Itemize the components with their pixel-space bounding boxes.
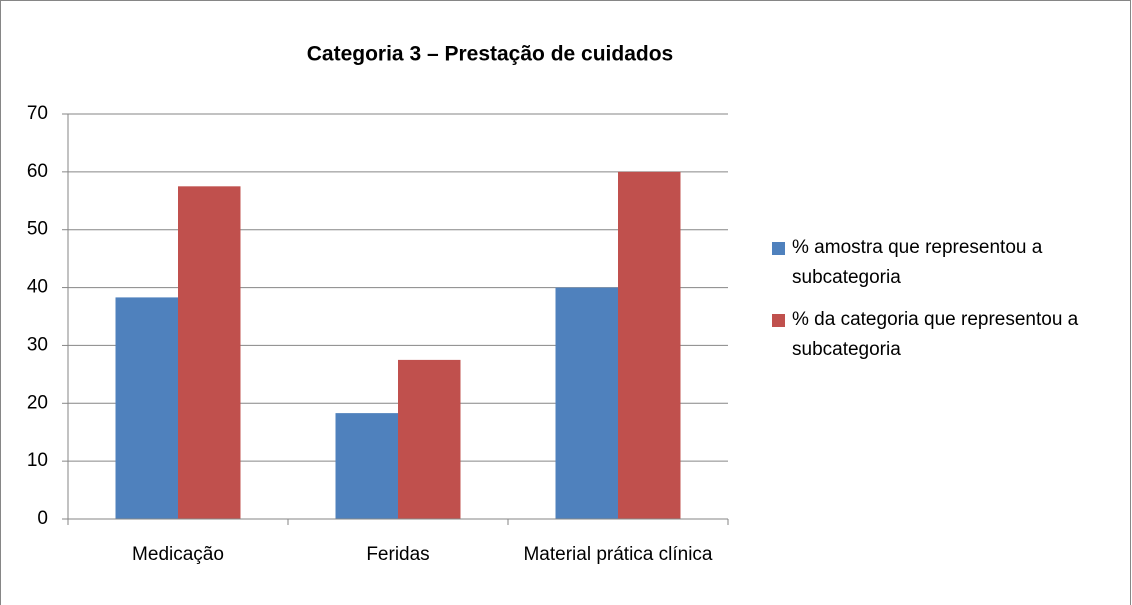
y-tick-label: 30: [27, 334, 48, 355]
y-tick-label: 40: [27, 277, 48, 298]
bar: [178, 186, 241, 520]
y-tick-label: 0: [37, 508, 48, 529]
x-tick-label: Medicação: [132, 544, 224, 565]
bar: [618, 171, 681, 519]
legend-swatch: [772, 242, 785, 255]
x-tick-label: Feridas: [366, 544, 430, 565]
x-tick-label: Material prática clínica: [523, 544, 713, 565]
legend-swatch: [772, 314, 785, 327]
bar: [398, 359, 461, 519]
y-tick-label: 50: [27, 219, 48, 240]
bar: [115, 297, 178, 519]
y-tick-label: 20: [27, 392, 48, 413]
bar: [335, 413, 398, 519]
y-tick-label: 10: [27, 450, 48, 471]
chart-title: Categoria 3 – Prestação de cuidados: [307, 43, 673, 66]
bar: [555, 287, 618, 519]
y-tick-label: 60: [27, 161, 48, 182]
legend-label: % da categoria que representou a subcate…: [792, 309, 1079, 360]
y-tick-label: 70: [27, 103, 48, 124]
legend-label: % amostra que representou a subcategoria: [792, 237, 1043, 288]
